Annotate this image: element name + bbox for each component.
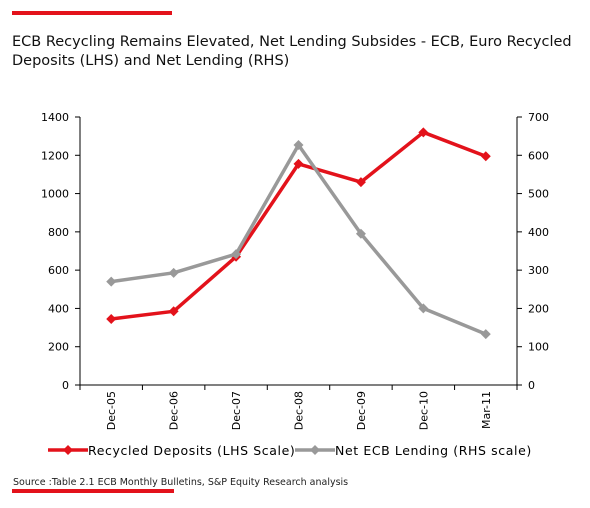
data-point (231, 249, 242, 260)
x-tick-label: Dec-07 (230, 391, 243, 430)
x-tick-label: Dec-05 (105, 391, 118, 430)
chart-title: ECB Recycling Remains Elevated, Net Lend… (12, 34, 572, 69)
left-tick-label: 600 (48, 264, 69, 277)
left-tick-label: 0 (62, 379, 69, 392)
data-point (106, 313, 117, 324)
data-point (168, 306, 179, 317)
x-tick-label: Dec-08 (293, 391, 306, 430)
left-tick-label: 1200 (41, 149, 69, 162)
right-tick-label: 400 (528, 226, 549, 239)
data-point (480, 329, 491, 340)
left-tick-label: 800 (48, 226, 69, 239)
right-tick-label: 300 (528, 264, 549, 277)
left-tick-label: 200 (48, 341, 69, 354)
right-tick-label: 700 (528, 111, 549, 124)
data-point (418, 127, 429, 138)
data-point (355, 228, 366, 239)
legend-label: Recycled Deposits (LHS Scale) (88, 443, 295, 458)
source-note: Source :Table 2.1 ECB Monthly Bulletins,… (13, 477, 349, 488)
right-tick-label: 600 (528, 149, 549, 162)
legend-swatch-marker (63, 445, 73, 455)
left-tick-label: 400 (48, 302, 69, 315)
bottom-accent-bar (12, 489, 174, 493)
data-point (418, 303, 429, 314)
right-tick-label: 100 (528, 341, 549, 354)
top-accent-bar (12, 11, 172, 15)
x-tick-label: Dec-06 (168, 391, 181, 430)
series-line-2 (110, 143, 487, 336)
x-tick-label: Dec-09 (355, 391, 368, 430)
right-tick-label: 0 (528, 379, 535, 392)
data-point (293, 139, 304, 150)
data-point (480, 151, 491, 162)
right-tick-label: 500 (528, 188, 549, 201)
data-point (106, 276, 117, 287)
x-tick-label: Dec-10 (417, 391, 430, 430)
data-point (168, 267, 179, 278)
data-point (293, 158, 304, 169)
right-tick-label: 200 (528, 302, 549, 315)
left-tick-label: 1400 (41, 111, 69, 124)
x-tick-label: Mar-11 (480, 391, 493, 429)
legend-label: Net ECB Lending (RHS scale) (335, 443, 532, 458)
legend-swatch-marker (310, 445, 320, 455)
left-tick-label: 1000 (41, 188, 69, 201)
data-point (355, 177, 366, 188)
